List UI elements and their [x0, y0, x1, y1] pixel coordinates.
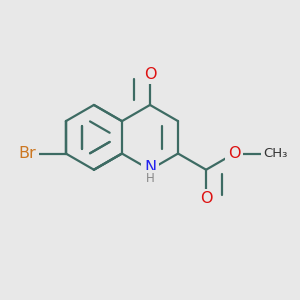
- Text: H: H: [146, 172, 154, 185]
- Text: O: O: [228, 146, 240, 161]
- Text: O: O: [144, 67, 156, 82]
- Text: N: N: [144, 160, 156, 175]
- Text: O: O: [200, 191, 212, 206]
- Text: CH₃: CH₃: [263, 147, 287, 160]
- Text: Br: Br: [19, 146, 37, 161]
